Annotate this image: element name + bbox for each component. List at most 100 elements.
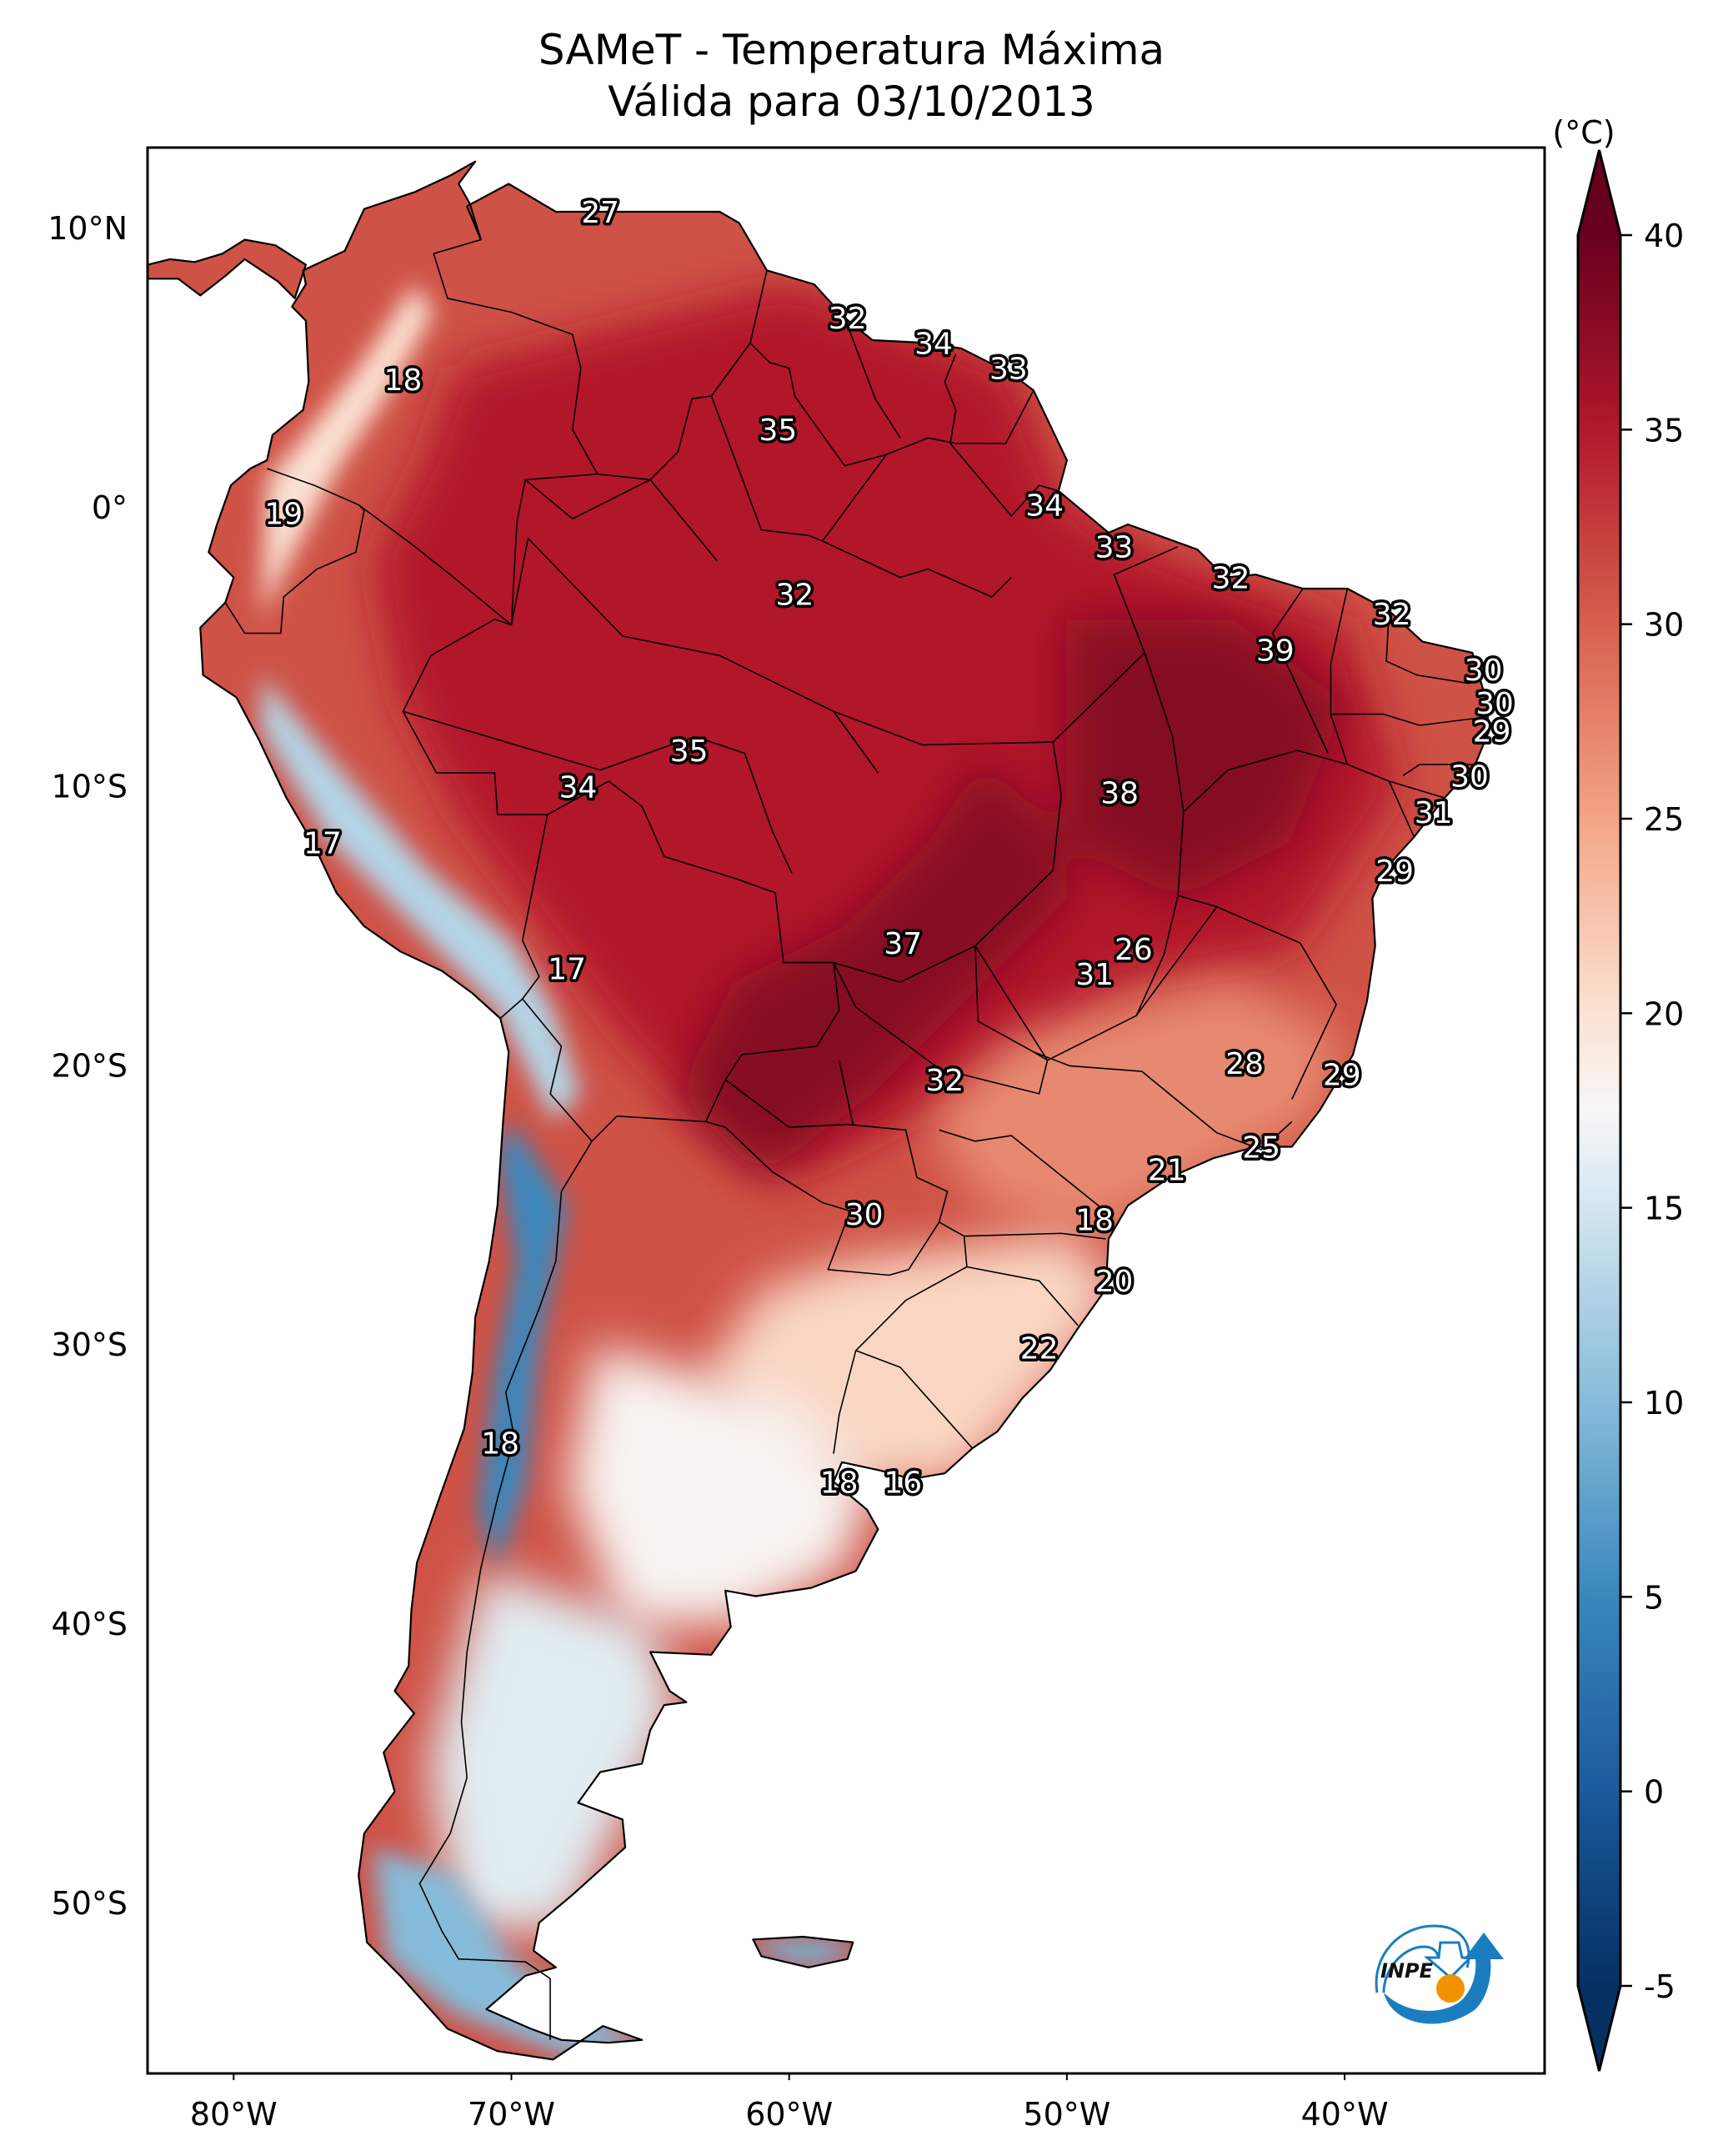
temperature-label: 39 <box>1256 634 1295 669</box>
country-border <box>433 238 599 625</box>
country-border <box>833 962 1049 1095</box>
colorbar-bar <box>1576 149 1622 2072</box>
temperature-label: 18 <box>384 364 423 398</box>
y-tick-label: 10°S <box>52 769 128 805</box>
temperature-label: 27 <box>581 196 619 230</box>
colorbar-tick-label: 10 <box>1644 1385 1684 1421</box>
colorbar-tick-label: 0 <box>1644 1774 1664 1811</box>
colorbar-tick-label: 20 <box>1644 995 1684 1032</box>
temperature-region-andes-south <box>478 1121 568 1568</box>
country-border <box>418 1141 593 1979</box>
country-border <box>1135 905 1337 1100</box>
x-tick-label: 70°W <box>468 2096 555 2133</box>
colorbar-ticks: 40 35 30 25 20 15 10 5 0 -5 <box>1620 218 1684 2005</box>
coastline-layer <box>148 160 1490 2061</box>
country-border <box>833 710 1179 1061</box>
temperature-label: 30 <box>1475 687 1514 721</box>
country-border <box>784 945 976 983</box>
country-border <box>1389 780 1445 799</box>
country-border <box>1033 1050 1293 1151</box>
country-border <box>710 395 823 542</box>
temperature-label: 18 <box>820 1466 859 1500</box>
country-border <box>1330 588 1487 726</box>
temperature-label: 30 <box>845 1198 884 1232</box>
x-axis-ticks: 80°W 70°W 60°W 50°W 40°W <box>190 2073 1389 2133</box>
country-border <box>749 270 1034 467</box>
temperature-label: 28 <box>1225 1047 1264 1081</box>
country-border <box>597 342 751 481</box>
temperature-label: 32 <box>925 1064 964 1098</box>
logo-inner-arc-icon <box>1382 1945 1440 1993</box>
temperature-label: 26 <box>1114 933 1153 967</box>
temperature-label: 16 <box>884 1466 922 1500</box>
country-border <box>403 710 793 874</box>
logo-text: INPE <box>1380 1959 1434 1983</box>
country-border <box>833 1350 857 1454</box>
country-border <box>1052 545 1179 743</box>
logo-down-arrow-icon <box>1423 1941 1474 1980</box>
temperature-label: 34 <box>1025 489 1064 524</box>
logo-sun-icon <box>1436 1974 1465 2003</box>
y-tick-label: 30°S <box>52 1326 128 1363</box>
colorbar-tick-label: 25 <box>1644 801 1684 838</box>
country-border <box>944 353 957 444</box>
temperature-region-hot-core <box>678 619 1345 1178</box>
temperature-label: 18 <box>481 1426 519 1461</box>
temperature-label: 34 <box>914 327 953 361</box>
x-tick-label: 60°W <box>745 2096 833 2133</box>
temperature-label: 35 <box>670 735 709 769</box>
y-tick-label: 0° <box>92 489 128 526</box>
country-border <box>844 317 901 439</box>
colorbar-tick-label: 40 <box>1644 218 1684 254</box>
y-axis-ticks: 10°N 0° 10°S 20°S 30°S 40°S 50°S <box>48 210 128 1922</box>
temperature-region-patagonia <box>428 1568 679 1932</box>
temperature-label: 20 <box>1095 1265 1134 1299</box>
country-border <box>358 504 548 1020</box>
temperature-label: 18 <box>1075 1204 1114 1238</box>
temperature-label: 37 <box>884 927 922 961</box>
temperature-label: 30 <box>1465 654 1503 688</box>
temperature-label: 31 <box>1415 796 1453 830</box>
temperature-label: 32 <box>1212 562 1250 596</box>
x-tick-label: 80°W <box>190 2096 278 2133</box>
colorbar-tick-label: 30 <box>1644 607 1684 644</box>
chart-title: SAMeT - Temperatura Máxima <box>538 26 1165 74</box>
temperature-label: 32 <box>1373 598 1411 632</box>
country-border <box>705 1121 940 1276</box>
country-border <box>821 454 1012 598</box>
logo-swoosh-arrow-icon <box>1384 1933 1504 2024</box>
inpe-logo: INPE <box>1375 1924 1504 2024</box>
country-border <box>939 1129 1109 1215</box>
temperature-label: 33 <box>989 353 1028 387</box>
colorbar-tick-label: 15 <box>1644 1191 1684 1227</box>
temperature-label: 25 <box>1242 1131 1280 1166</box>
country-border <box>1271 588 1329 754</box>
temperature-label: 32 <box>775 579 814 613</box>
map-frame <box>146 146 1546 2075</box>
logo-outer-arc-icon <box>1375 1924 1470 1993</box>
country-border <box>524 479 718 562</box>
temperature-label: 29 <box>1375 855 1414 889</box>
temperature-label: 22 <box>1020 1332 1059 1366</box>
colorbar-tick-label: -5 <box>1644 1968 1675 2005</box>
temperature-label: 34 <box>559 771 598 805</box>
country-border <box>838 1060 854 1125</box>
temperature-region-southeast-mild <box>928 982 1345 1234</box>
chart-subtitle: Válida para 03/10/2013 <box>608 78 1095 126</box>
temperature-label: 21 <box>1148 1153 1186 1187</box>
country-border <box>522 780 840 1142</box>
temperature-label: 33 <box>1095 531 1134 565</box>
colorbar-tick-label: 35 <box>1644 412 1684 449</box>
temperature-region-andes-peru <box>261 674 581 1122</box>
country-border <box>974 945 1049 1061</box>
temperature-label: 32 <box>829 302 867 336</box>
country-border <box>966 1266 1079 1326</box>
temperature-region-tierra-del-fuego <box>372 1847 651 2057</box>
y-tick-label: 20°S <box>52 1047 128 1084</box>
temperature-label: 17 <box>548 952 586 986</box>
temperature-label: 19 <box>264 498 303 532</box>
coastline-south-america <box>199 160 1490 2061</box>
